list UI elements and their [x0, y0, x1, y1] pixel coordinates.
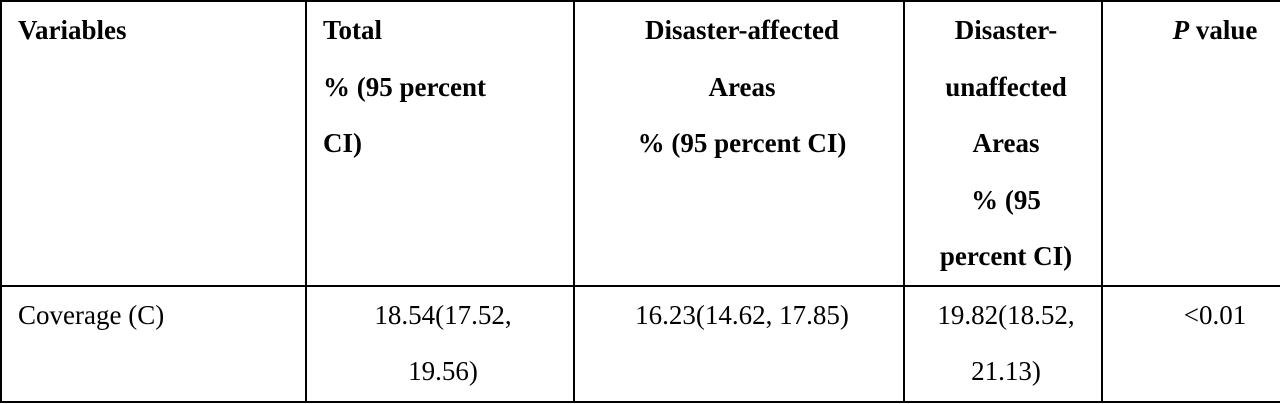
cell-total-line-1: 18.54(17.52, — [374, 299, 512, 330]
cell-affected: 16.23(14.62, 17.85) — [573, 284, 905, 403]
cell-unaffected: 19.82(18.52, 21.13) — [903, 284, 1103, 403]
cell-affected-text: 16.23(14.62, 17.85) — [635, 299, 849, 330]
header-total-line-3: CI) — [323, 128, 362, 158]
header-total-line-2: % (95 percent — [323, 71, 486, 102]
header-affected-line-3: % (95 percent CI) — [637, 128, 847, 158]
header-total: Total % (95 percent CI) — [305, 0, 575, 287]
header-unaffected-line-3: Areas — [972, 128, 1040, 158]
header-unaffected: Disaster- unaffected Areas % (95 percent… — [903, 0, 1103, 287]
table-row: Coverage (C) 18.54(17.52, 19.56) 16.23(1… — [0, 284, 1280, 403]
cell-variable: Coverage (C) — [0, 284, 307, 403]
cell-p-value: <0.01 — [1101, 284, 1280, 403]
cell-unaffected-line-1: 19.82(18.52, — [937, 299, 1075, 330]
header-affected-line-2: Areas — [708, 71, 776, 102]
header-p-value: P value — [1101, 0, 1280, 287]
header-p-rest: value — [1189, 15, 1258, 45]
header-unaffected-line-1: Disaster- — [954, 15, 1058, 45]
header-p-italic: P — [1172, 15, 1190, 45]
cell-variable-text: Coverage (C) — [18, 299, 165, 330]
header-variables-text: Variables — [18, 15, 127, 45]
cell-p-value-text: <0.01 — [1183, 299, 1247, 330]
header-affected: Disaster-affected Areas % (95 percent CI… — [573, 0, 905, 287]
cell-total-line-2: 19.56) — [408, 356, 478, 386]
header-total-line-1: Total — [323, 15, 383, 45]
header-unaffected-line-5: percent CI) — [939, 241, 1073, 271]
header-unaffected-line-2: unaffected — [945, 71, 1067, 102]
header-row: Variables Total % (95 percent CI) Disast… — [0, 0, 1280, 287]
cell-total: 18.54(17.52, 19.56) — [305, 284, 575, 403]
header-variables: Variables — [0, 0, 307, 287]
header-affected-line-1: Disaster-affected — [645, 15, 839, 45]
header-unaffected-line-4: % (95 — [971, 184, 1041, 215]
cell-unaffected-line-2: 21.13) — [971, 356, 1041, 386]
